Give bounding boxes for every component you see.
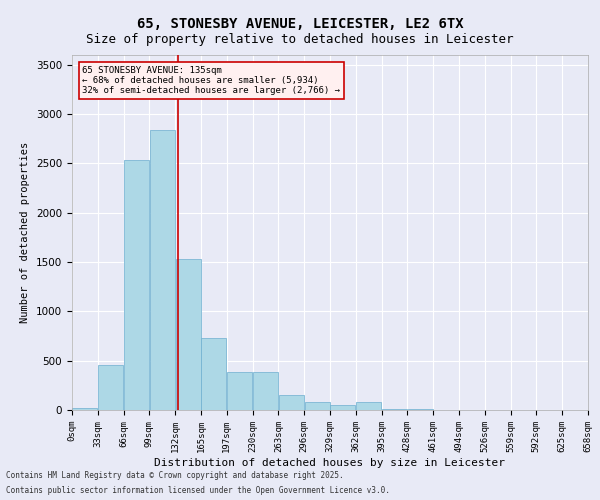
Bar	[408, 409, 433, 410]
Bar	[253, 372, 278, 410]
Bar	[98, 364, 123, 410]
Bar	[176, 259, 200, 410]
Bar	[382, 409, 407, 410]
Text: Size of property relative to detached houses in Leicester: Size of property relative to detached ho…	[86, 32, 514, 46]
Bar	[202, 338, 226, 410]
Bar	[331, 405, 355, 410]
X-axis label: Distribution of detached houses by size in Leicester: Distribution of detached houses by size …	[155, 458, 505, 468]
Bar	[124, 160, 149, 410]
Bar	[73, 408, 97, 410]
Text: Contains HM Land Registry data © Crown copyright and database right 2025.: Contains HM Land Registry data © Crown c…	[6, 471, 344, 480]
Bar	[279, 395, 304, 410]
Y-axis label: Number of detached properties: Number of detached properties	[20, 142, 31, 323]
Bar	[356, 402, 381, 410]
Text: Contains public sector information licensed under the Open Government Licence v3: Contains public sector information licen…	[6, 486, 390, 495]
Text: 65 STONESBY AVENUE: 135sqm
← 68% of detached houses are smaller (5,934)
32% of s: 65 STONESBY AVENUE: 135sqm ← 68% of deta…	[82, 66, 340, 96]
Bar	[227, 372, 252, 410]
Bar	[305, 402, 329, 410]
Bar	[150, 130, 175, 410]
Text: 65, STONESBY AVENUE, LEICESTER, LE2 6TX: 65, STONESBY AVENUE, LEICESTER, LE2 6TX	[137, 18, 463, 32]
